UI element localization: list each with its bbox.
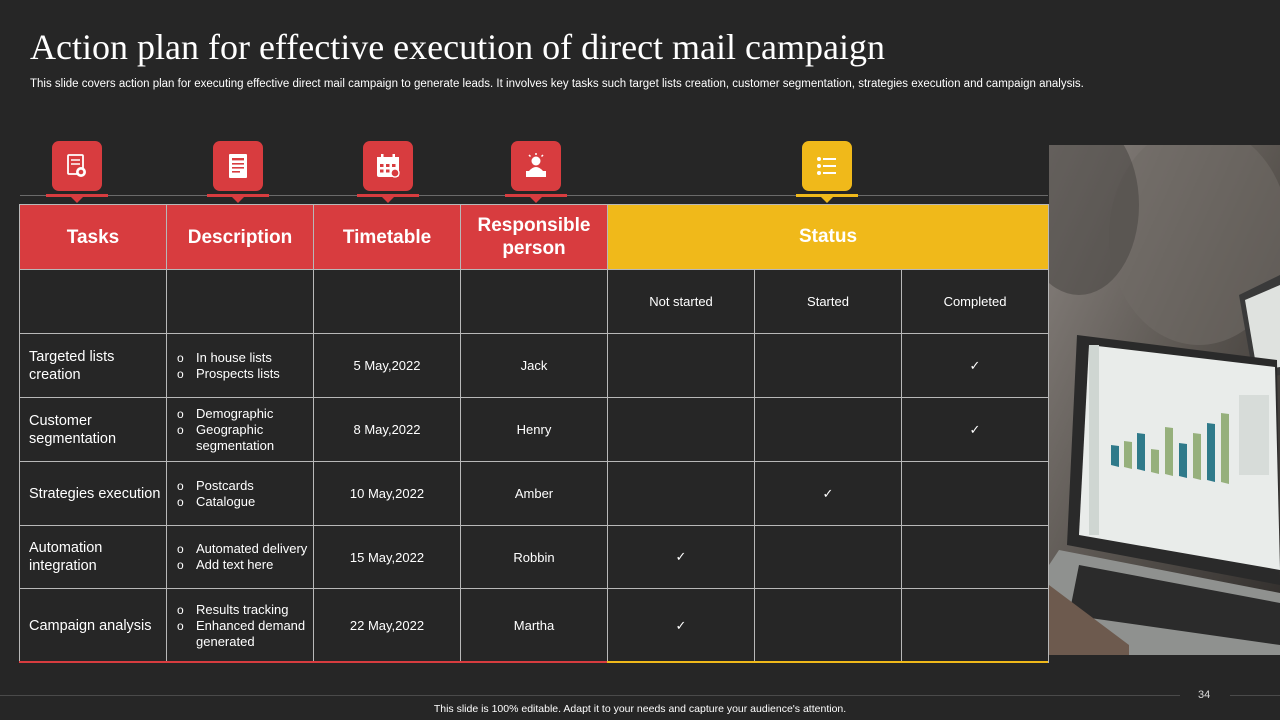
check-not-started — [607, 333, 755, 398]
check-started — [754, 588, 902, 663]
task-date: 15 May,2022 — [313, 525, 461, 589]
footer-divider — [1230, 695, 1280, 696]
icon-pointer — [232, 197, 244, 203]
action-plan-table: Tasks Description Timetable Responsible … — [19, 204, 1050, 663]
calendar-icon — [363, 141, 413, 191]
empty-cell — [166, 269, 314, 334]
empty-cell — [19, 269, 167, 334]
document-stamp-icon — [52, 141, 102, 191]
task-person: Jack — [460, 333, 608, 398]
status-not-started: Not started — [607, 269, 755, 334]
icon-underline — [46, 194, 108, 197]
header-responsible-person: Responsible person — [460, 204, 608, 270]
table-row: Automation integration Automated deliver… — [19, 525, 1050, 589]
slide-subtitle: This slide covers action plan for execut… — [30, 78, 1084, 90]
check-completed — [900, 588, 1050, 663]
task-description: In house lists Prospects lists — [166, 333, 314, 398]
icon-pointer — [821, 197, 833, 203]
task-date: 8 May,2022 — [313, 397, 461, 462]
table-row: Strategies execution Postcards Catalogue… — [19, 461, 1050, 526]
task-description: Postcards Catalogue — [166, 461, 314, 526]
icon-pointer — [382, 197, 394, 203]
description-item: In house lists — [177, 350, 313, 366]
footer-divider — [0, 695, 1180, 696]
description-item: Postcards — [177, 478, 313, 494]
description-item: Prospects lists — [177, 366, 313, 382]
empty-cell — [460, 269, 608, 334]
footer-note: This slide is 100% editable. Adapt it to… — [433, 703, 847, 715]
header-timetable: Timetable — [313, 204, 461, 270]
check-started: ✓ — [754, 461, 902, 526]
check-not-started — [607, 397, 755, 462]
table-bottom-accent-yellow — [607, 661, 1048, 663]
check-completed: ✓ — [900, 397, 1050, 462]
check-started — [754, 333, 902, 398]
check-completed — [900, 525, 1050, 589]
description-item: Catalogue — [177, 494, 313, 510]
header-description: Description — [166, 204, 314, 270]
description-icon — [213, 141, 263, 191]
page-number: 34 — [1198, 689, 1211, 701]
icon-underline — [207, 194, 269, 197]
check-completed — [900, 461, 1050, 526]
table-row: Customer segmentation Demographic Geogra… — [19, 397, 1050, 462]
icon-pointer — [71, 197, 83, 203]
description-item: Demographic — [177, 406, 313, 422]
task-name: Automation integration — [19, 525, 167, 589]
task-person: Henry — [460, 397, 608, 462]
status-completed: Completed — [900, 269, 1050, 334]
task-person: Robbin — [460, 525, 608, 589]
task-date: 10 May,2022 — [313, 461, 461, 526]
person-desk-icon — [511, 141, 561, 191]
task-date: 22 May,2022 — [313, 588, 461, 663]
task-name: Customer segmentation — [19, 397, 167, 462]
table-row: Targeted lists creation In house lists P… — [19, 333, 1050, 398]
slide-title: Action plan for effective execution of d… — [30, 27, 885, 67]
icon-underline — [505, 194, 567, 197]
task-name: Strategies execution — [19, 461, 167, 526]
check-not-started — [607, 461, 755, 526]
empty-cell — [313, 269, 461, 334]
header-tasks: Tasks — [19, 204, 167, 270]
description-item: Geographic segmentation — [177, 422, 313, 454]
check-not-started: ✓ — [607, 525, 755, 589]
header-status: Status — [606, 204, 1050, 270]
table-bottom-accent-red — [19, 661, 607, 663]
check-not-started: ✓ — [607, 588, 755, 663]
laptop-photo — [1049, 145, 1280, 655]
task-description: Automated delivery Add text here — [166, 525, 314, 589]
task-name: Targeted lists creation — [19, 333, 167, 398]
icon-underline — [796, 194, 858, 197]
icon-underline — [357, 194, 419, 197]
check-started — [754, 397, 902, 462]
task-person: Amber — [460, 461, 608, 526]
description-item: Add text here — [177, 557, 313, 573]
table-row: Campaign analysis Results tracking Enhan… — [19, 588, 1050, 663]
task-name: Campaign analysis — [19, 588, 167, 663]
task-date: 5 May,2022 — [313, 333, 461, 398]
checklist-icon — [802, 141, 852, 191]
task-description: Demographic Geographic segmentation — [166, 397, 314, 462]
description-item: Automated delivery — [177, 541, 313, 557]
check-completed: ✓ — [900, 333, 1050, 398]
task-description: Results tracking Enhanced demand generat… — [166, 588, 314, 663]
description-item: Results tracking — [177, 602, 313, 618]
description-item: Enhanced demand generated — [177, 618, 313, 650]
task-person: Martha — [460, 588, 608, 663]
status-started: Started — [754, 269, 902, 334]
icon-pointer — [530, 197, 542, 203]
check-started — [754, 525, 902, 589]
